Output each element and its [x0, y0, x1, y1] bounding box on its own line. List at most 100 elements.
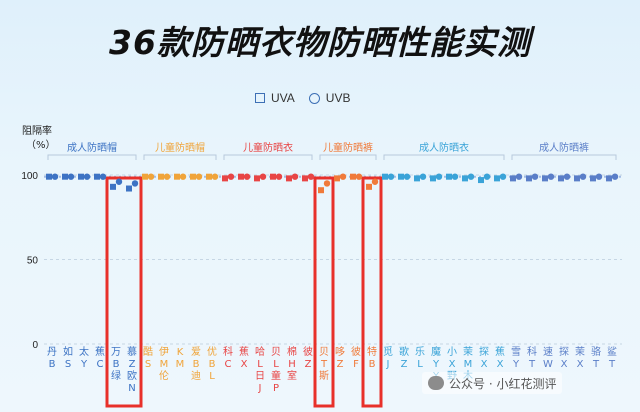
wechat-icon	[428, 376, 444, 390]
uvb-point	[515, 173, 523, 180]
x-tick-label: 绿	[111, 369, 121, 382]
group-label: 儿童防晒裤	[323, 141, 373, 154]
x-tick-label: 丹	[47, 346, 57, 358]
x-tick-label: 哈	[255, 345, 265, 358]
x-tick-label: B	[193, 359, 200, 370]
uva-point	[462, 175, 468, 182]
x-tick-label: 迪	[191, 370, 201, 382]
x-tick-label: X	[577, 359, 584, 370]
uva-point	[606, 175, 612, 182]
uva-point	[318, 187, 324, 194]
x-tick-label: 贝	[271, 346, 281, 358]
uvb-point	[403, 173, 411, 180]
uva-point	[574, 175, 580, 182]
legend-uvb-label: UVB	[325, 91, 351, 105]
x-tick-label: M	[160, 359, 169, 370]
x-tick-label: 魔	[431, 345, 441, 358]
x-tick-label: Y	[432, 359, 440, 370]
group-label: 成人防晒帽	[67, 141, 117, 154]
uvb-point	[467, 173, 475, 180]
uva-point	[558, 175, 564, 182]
uvb-point	[147, 173, 155, 180]
uva-point	[430, 175, 436, 182]
x-tick-label: 蕉	[495, 346, 505, 358]
uvb-point	[51, 173, 59, 180]
uva-point	[238, 173, 244, 180]
x-tick-label: S	[65, 359, 71, 370]
highlight-box	[105, 176, 143, 408]
uvb-point	[579, 173, 587, 180]
uvb-point	[115, 178, 123, 185]
uvb-point	[563, 173, 571, 180]
uva-point	[398, 173, 404, 180]
uva-point	[222, 175, 228, 182]
legend-uva: UVA	[255, 91, 295, 105]
uvb-point	[195, 173, 203, 180]
group-label: 成人防晒衣	[419, 141, 469, 154]
uvb-point	[387, 173, 395, 180]
uva-point	[46, 173, 52, 180]
x-tick-label: 歌	[399, 345, 409, 358]
group-bracket	[143, 154, 217, 160]
watermark-text: 公众号 · 小红花测评	[449, 376, 557, 391]
uva-point	[590, 175, 596, 182]
x-tick-label: J	[386, 359, 390, 370]
x-tick-label: 探	[559, 345, 569, 358]
uva-point	[494, 175, 500, 182]
uva-point	[366, 183, 372, 190]
x-tick-label: K	[177, 347, 184, 358]
y-axis-unit: （%）	[26, 139, 56, 151]
uva-point	[510, 175, 516, 182]
x-tick-label: 如	[63, 345, 73, 358]
group-bracket	[223, 154, 313, 160]
uvb-point	[163, 173, 171, 180]
uva-point	[302, 175, 308, 182]
uvb-point	[307, 173, 315, 180]
uvb-point	[371, 178, 379, 185]
uva-point	[254, 175, 260, 182]
uva-point	[190, 173, 196, 180]
uva-point	[478, 177, 484, 184]
uvb-point	[211, 173, 219, 180]
x-tick-label: X	[497, 359, 504, 370]
x-tick-label: 蕉	[95, 346, 105, 358]
uvb-point	[355, 173, 363, 180]
x-tick-label: 贝	[319, 346, 329, 358]
uva-point	[526, 175, 532, 182]
x-tick-label: 鲨	[607, 346, 617, 358]
x-tick-label: T	[528, 359, 536, 370]
uva-point	[334, 175, 340, 182]
x-tick-label: 小	[447, 346, 457, 358]
chart-legend: UVA UVB	[255, 90, 350, 106]
uva-point	[542, 175, 548, 182]
x-tick-label: 日	[255, 371, 265, 382]
x-tick-label: 科	[223, 345, 233, 358]
uva-point	[446, 173, 452, 180]
x-tick-label: B	[49, 359, 56, 370]
uvb-point	[547, 173, 555, 180]
x-tick-label: S	[145, 359, 151, 370]
uvb-point	[67, 173, 75, 180]
x-tick-label: H	[288, 359, 296, 370]
x-tick-label: 太	[79, 345, 89, 358]
uva-point	[286, 175, 292, 182]
x-tick-label: 酷	[143, 346, 153, 358]
x-tick-label: 欧	[127, 370, 137, 382]
uvb-point	[99, 173, 107, 180]
x-tick-label: 彼	[351, 345, 361, 358]
uvb-point	[595, 173, 603, 180]
uva-point	[206, 173, 212, 180]
x-tick-label: 茉	[575, 345, 585, 358]
x-tick-label: P	[273, 383, 279, 394]
group-label: 儿童防晒帽	[155, 141, 205, 154]
x-tick-label: W	[543, 359, 553, 370]
x-tick-label: L	[257, 359, 263, 370]
x-tick-label: 觅	[383, 346, 393, 358]
x-tick-label: 探	[479, 345, 489, 358]
group-label: 儿童防晒衣	[243, 141, 293, 154]
x-tick-label: 棉	[287, 345, 297, 358]
x-tick-label: 蕉	[239, 346, 249, 358]
x-tick-label: X	[481, 359, 488, 370]
uva-point	[158, 173, 164, 180]
